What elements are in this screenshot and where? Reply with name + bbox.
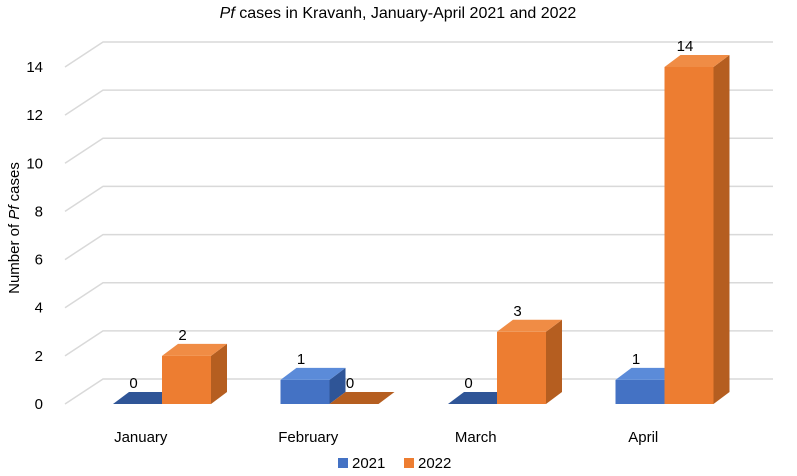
- bar-side: [546, 319, 562, 404]
- chart-title: Pf cases in Kravanh, January-April 2021 …: [220, 5, 577, 22]
- bar-front: [280, 379, 330, 404]
- gridline: [64, 137, 773, 164]
- legend-swatch-2022: [404, 458, 414, 468]
- y-tick-label: 2: [35, 348, 43, 365]
- y-tick-label: 10: [26, 155, 43, 172]
- category-label: March: [455, 429, 497, 446]
- y-tick-label: 14: [26, 59, 43, 76]
- category-label: April: [628, 429, 658, 446]
- bar-front: [664, 67, 714, 404]
- bar-top: [329, 392, 395, 404]
- data-label: 14: [677, 38, 694, 55]
- gridline: [64, 185, 773, 213]
- bar-front: [162, 355, 211, 404]
- data-label: 0: [346, 375, 354, 392]
- bar-top: [113, 392, 178, 404]
- chart-title-italic: Pf: [220, 5, 237, 22]
- gridlines: [64, 41, 773, 405]
- data-label: 0: [464, 375, 472, 392]
- bar-2022-april: [664, 55, 730, 404]
- gridline: [64, 41, 773, 68]
- y-tick-label: 6: [35, 252, 43, 269]
- bar-top: [497, 319, 562, 332]
- category-labels: January February March April: [114, 429, 658, 446]
- y-tick-label: 12: [26, 107, 43, 124]
- y-tick-label: 8: [35, 203, 43, 220]
- category-label: January: [114, 429, 168, 446]
- bar-2022-march: [497, 319, 562, 404]
- data-label: 2: [178, 327, 186, 344]
- bars: [113, 55, 730, 404]
- bar-front: [615, 379, 665, 404]
- y-tick-label: 0: [35, 396, 43, 413]
- bar-2022-february: [329, 392, 395, 404]
- bar-side: [211, 343, 227, 404]
- bar-side: [713, 55, 730, 404]
- data-label: 1: [632, 351, 640, 368]
- data-label: 1: [297, 351, 305, 368]
- y-axis-label-prefix: Number of: [6, 220, 23, 294]
- chart-title-rest: cases in Kravanh, January-April 2021 and…: [235, 5, 577, 22]
- bar-top: [280, 367, 346, 380]
- data-labels: 0 2 1 0 0 3 1 14: [129, 38, 693, 392]
- y-axis-label: Number of Pf cases: [6, 162, 23, 294]
- bar-2021-march: [448, 392, 513, 404]
- bar-top: [615, 367, 681, 380]
- bar-top: [664, 55, 730, 67]
- legend-swatch-2021: [338, 458, 348, 468]
- legend-label-2021: 2021: [352, 455, 385, 472]
- bar-side: [329, 367, 346, 404]
- y-tick-labels: 0 2 4 6 8 10 12 14: [26, 59, 43, 413]
- category-label: February: [278, 429, 339, 446]
- gridline: [64, 281, 773, 309]
- y-axis-label-suffix: cases: [6, 162, 23, 205]
- data-label: 3: [513, 303, 521, 320]
- y-tick-label: 4: [35, 300, 43, 317]
- bar-2021-february: [280, 367, 346, 404]
- bar-top: [448, 392, 513, 404]
- bar-2022-january: [162, 343, 227, 404]
- legend-label-2022: 2022: [418, 455, 451, 472]
- y-axis-label-italic: Pf: [6, 204, 23, 220]
- data-label: 0: [129, 375, 137, 392]
- bar-front: [497, 331, 546, 404]
- gridline: [64, 233, 773, 261]
- bar-top: [162, 343, 227, 356]
- legend: 2021 2022: [338, 455, 451, 472]
- gridline: [64, 89, 773, 116]
- bar-2021-january: [113, 392, 178, 404]
